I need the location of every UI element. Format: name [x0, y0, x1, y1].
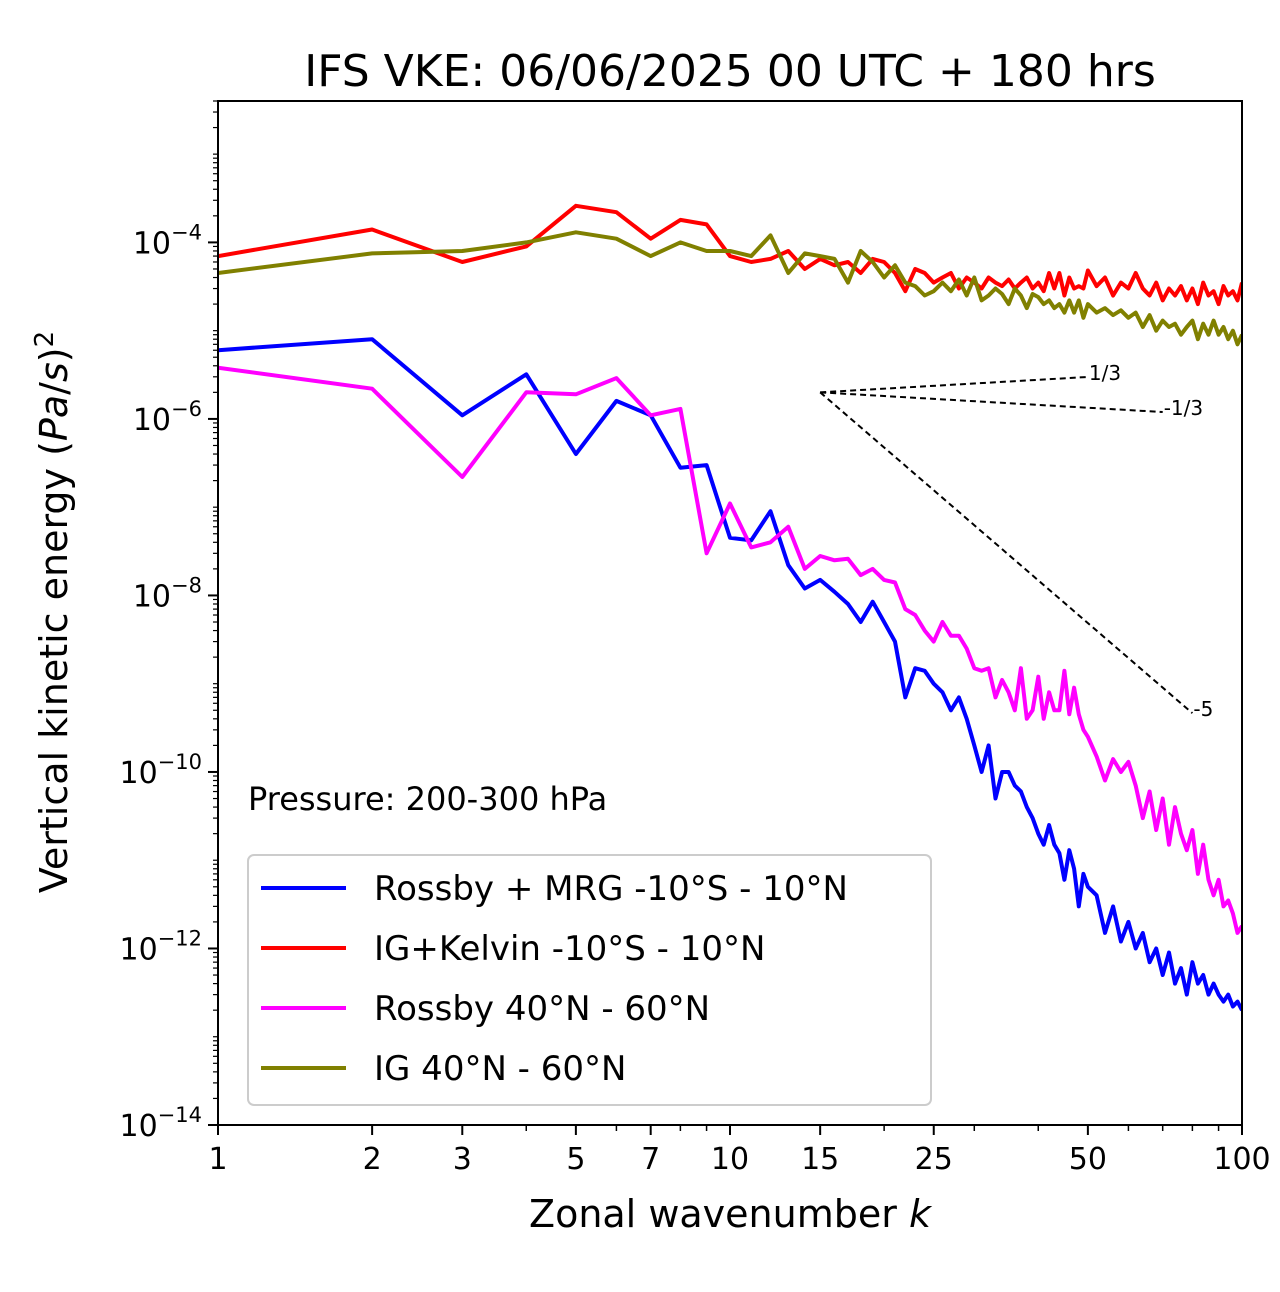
series-line-3	[218, 365, 1242, 935]
x-tick-label: 25	[915, 1142, 953, 1177]
legend-items: Rossby + MRG -10°S - 10°N IG+Kelvin -10°S…	[261, 869, 848, 1089]
series-line-1	[218, 337, 1242, 1012]
chart-title: IFS VKE: 06/06/2025 00 UTC + 180 hrs	[304, 46, 1156, 97]
legend-label-2: IG+Kelvin -10°S - 10°N	[374, 929, 765, 969]
x-tick-label: 10	[711, 1142, 749, 1177]
y-tick-label: 10−4	[133, 220, 202, 261]
y-axis-ticks: 10−4 10−6 10−8 10−10 10−12 10−14	[119, 100, 218, 1144]
x-tick-label: 15	[801, 1142, 839, 1177]
legend-label-4: IG 40°N - 60°N	[374, 1049, 626, 1089]
legend-box	[247, 854, 932, 1106]
slope-label-1: 1/3	[1089, 361, 1121, 385]
x-tick-label: 50	[1069, 1142, 1107, 1177]
slope-label-3: -5	[1193, 697, 1213, 721]
y-tick-label: 10−10	[119, 750, 202, 791]
legend: Rossby + MRG -10°S - 10°N IG+Kelvin -10°S…	[247, 854, 932, 1106]
x-tick-label: 2	[363, 1142, 382, 1177]
y-tick-label: 10−8	[133, 573, 202, 614]
x-tick-label: 3	[453, 1142, 472, 1177]
y-tick-label: 10−6	[133, 397, 202, 438]
series-line-2	[218, 203, 1242, 307]
x-tick-label: 100	[1213, 1142, 1270, 1177]
x-tick-label: 5	[566, 1142, 585, 1177]
legend-label-3: Rossby 40°N - 60°N	[374, 989, 710, 1029]
x-tick-label: 7	[641, 1142, 660, 1177]
pressure-annotation: Pressure: 200-300 hPa	[248, 780, 607, 818]
x-axis-label: Zonal wavenumber k	[529, 1192, 933, 1236]
svg-text:Vertical kinetic energy (Pa/s): Vertical kinetic energy (Pa/s)2	[30, 331, 76, 893]
y-tick-label: 10−14	[119, 1103, 202, 1144]
reference-slopes: 1/3 -1/3 -5	[819, 361, 1213, 721]
series-lines	[218, 203, 1242, 1012]
x-tick-label: 1	[208, 1142, 227, 1177]
slope-line-3	[819, 391, 1194, 714]
slope-label-2: -1/3	[1164, 396, 1203, 420]
series-line-4	[218, 230, 1242, 347]
slope-line-2	[820, 391, 1163, 414]
y-tick-label: 10−12	[119, 926, 202, 967]
legend-label-1: Rossby + MRG -10°S - 10°N	[374, 869, 848, 909]
x-axis-ticks: 1 2 3 5 7 10 15 25 50 100	[208, 1125, 1271, 1177]
slope-line-1	[820, 375, 1088, 394]
y-axis-label: Vertical kinetic energy (Pa/s)2	[30, 331, 76, 893]
